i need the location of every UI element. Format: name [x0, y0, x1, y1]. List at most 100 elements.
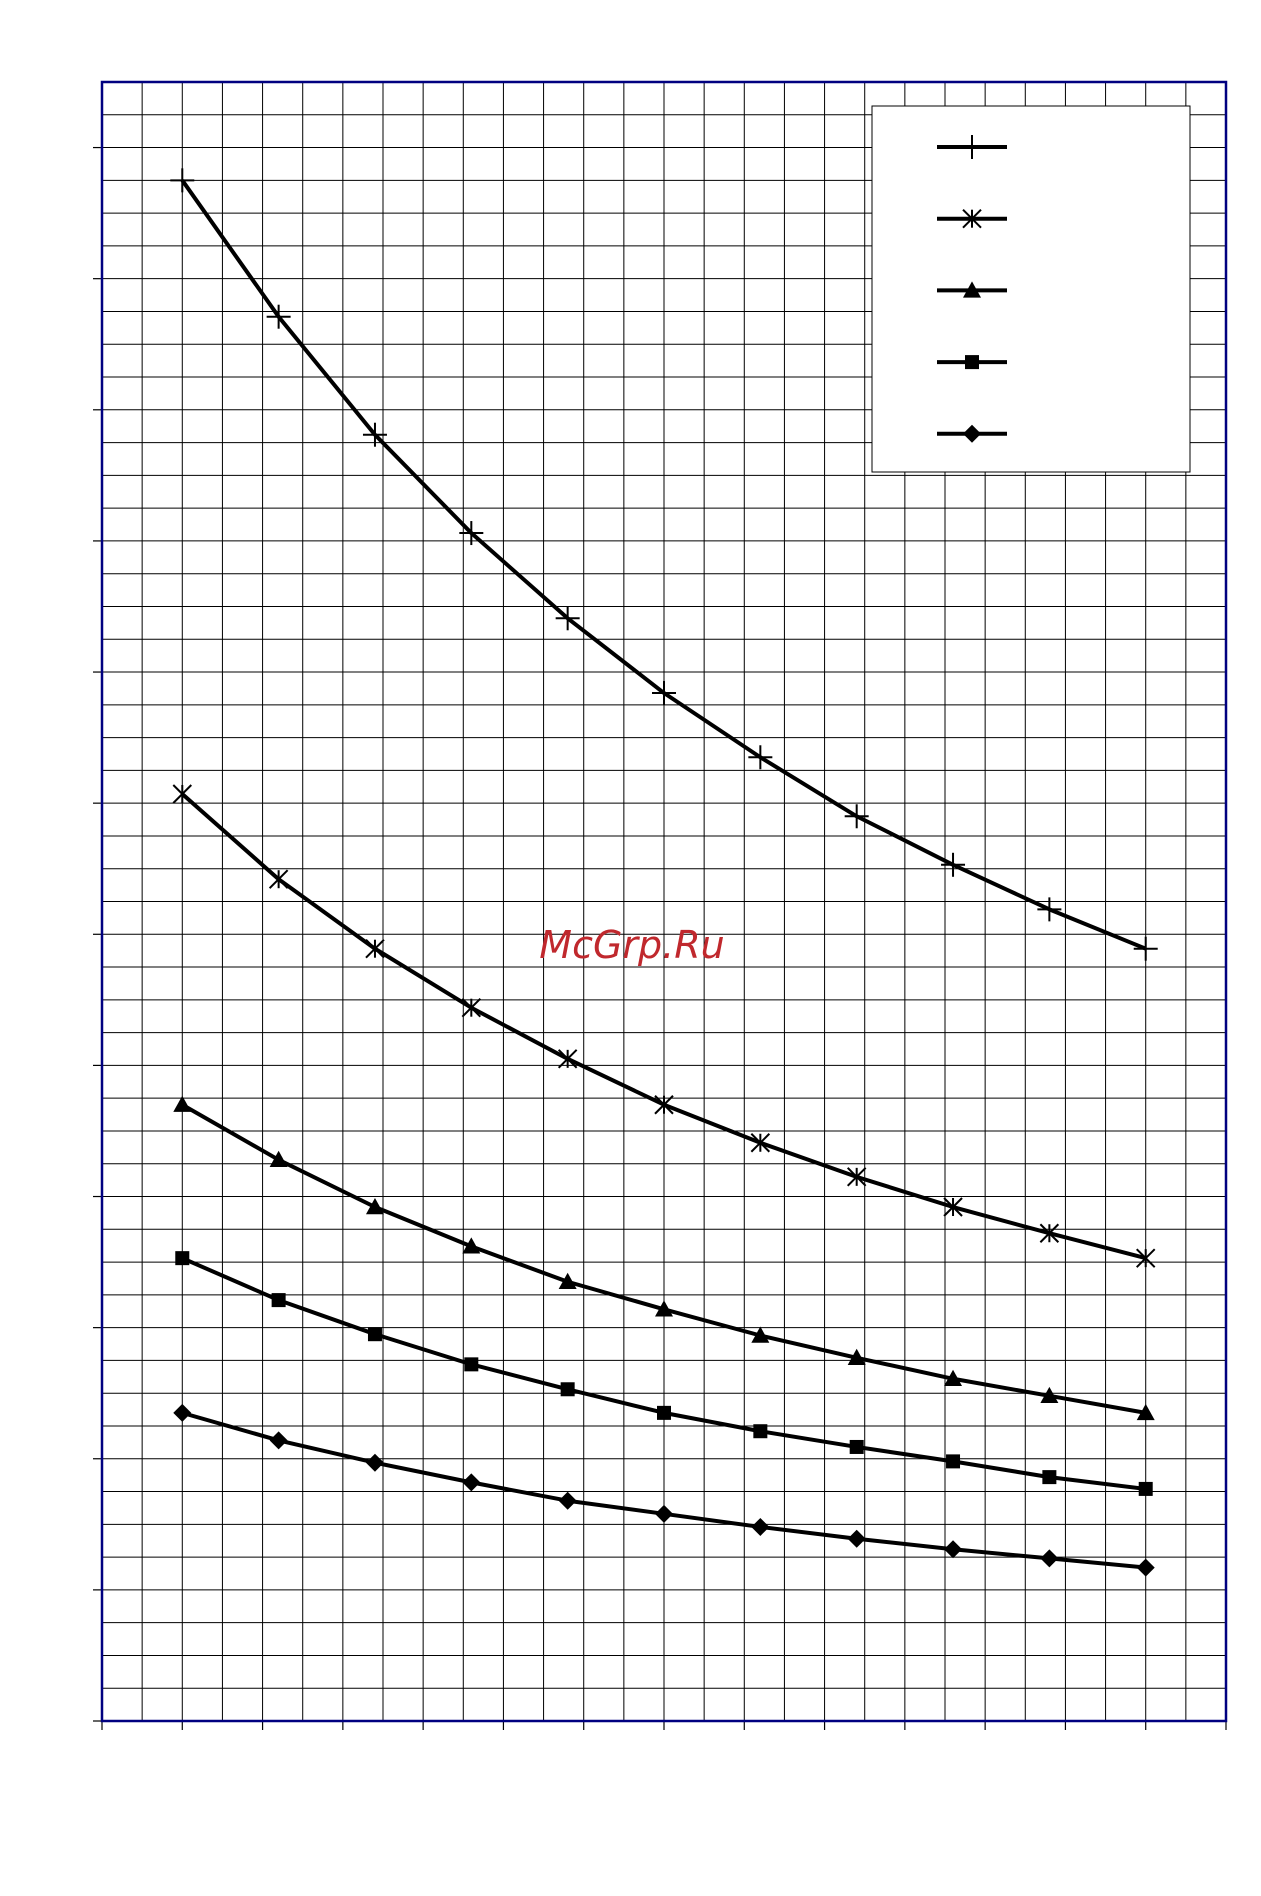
point-marker-part	[946, 1454, 961, 1469]
point-marker	[946, 1454, 961, 1469]
point-marker	[555, 606, 580, 631]
point-marker	[654, 1095, 674, 1115]
point-marker	[269, 1150, 288, 1168]
point-marker-part	[365, 1198, 384, 1215]
point-marker-part	[365, 1453, 384, 1472]
legend-box	[871, 105, 1191, 473]
point-marker	[1133, 936, 1158, 961]
point-marker-part	[558, 1272, 577, 1289]
point-marker	[849, 1439, 864, 1454]
point-marker	[557, 1049, 578, 1069]
plot-frame	[100, 80, 1228, 1723]
point-marker	[558, 1491, 577, 1510]
point-marker-part	[655, 1504, 673, 1523]
point-marker	[750, 1133, 771, 1153]
point-marker	[943, 1197, 963, 1217]
point-marker	[367, 1327, 382, 1342]
point-marker	[753, 1424, 768, 1439]
point-marker-part	[173, 1095, 192, 1112]
point-marker	[751, 1517, 770, 1536]
point-marker-part	[944, 1540, 963, 1559]
point-marker-part	[560, 1382, 575, 1397]
point-marker-part	[847, 1348, 866, 1365]
point-marker	[269, 1431, 288, 1450]
point-marker-part	[173, 1403, 192, 1422]
point-marker-part	[1138, 1481, 1153, 1496]
point-marker	[847, 1529, 866, 1548]
point-marker	[1042, 1470, 1057, 1485]
point-marker	[1138, 1481, 1153, 1496]
legend-marker-part	[963, 281, 981, 298]
legend-marker	[965, 355, 979, 370]
point-marker	[175, 1251, 190, 1266]
point-marker-part	[175, 1251, 190, 1266]
point-marker	[266, 304, 291, 329]
point-marker	[748, 745, 773, 770]
point-marker	[1136, 1403, 1155, 1421]
point-marker-part	[1042, 1470, 1057, 1485]
point-marker	[944, 1540, 963, 1559]
point-marker	[365, 1453, 384, 1472]
point-marker	[652, 681, 676, 706]
point-marker-part	[944, 1369, 963, 1386]
point-marker	[268, 869, 289, 889]
point-marker	[461, 998, 482, 1018]
point-marker	[657, 1405, 671, 1420]
point-marker-part	[462, 1473, 481, 1492]
point-marker-part	[847, 1529, 866, 1548]
point-marker-part	[751, 1326, 770, 1343]
point-marker	[655, 1504, 673, 1523]
point-marker	[1136, 1248, 1156, 1268]
point-marker-part	[849, 1439, 864, 1454]
point-marker	[365, 1198, 384, 1215]
point-marker	[459, 521, 484, 546]
point-marker	[655, 1300, 673, 1317]
legend-marker-part	[963, 424, 981, 443]
point-marker-part	[269, 1150, 288, 1168]
point-marker	[172, 784, 192, 804]
legend-marker	[963, 281, 981, 298]
point-marker	[173, 1095, 192, 1112]
point-marker-part	[1136, 1558, 1155, 1577]
point-marker	[462, 1473, 481, 1492]
point-marker	[1040, 1549, 1059, 1568]
point-marker-part	[753, 1424, 768, 1439]
legend-marker	[963, 424, 981, 443]
point-marker	[1037, 897, 1062, 922]
point-marker-part	[657, 1405, 671, 1420]
point-marker-part	[751, 1517, 770, 1536]
watermark: McGrp.Ru	[539, 923, 724, 967]
point-marker-part	[271, 1293, 286, 1308]
point-marker	[1040, 1386, 1059, 1404]
point-marker-part	[269, 1431, 288, 1450]
point-marker	[464, 1357, 479, 1372]
point-marker-part	[464, 1357, 479, 1372]
point-marker	[844, 804, 869, 829]
point-marker-part	[655, 1300, 673, 1317]
point-marker	[751, 1326, 770, 1343]
point-marker	[944, 1369, 963, 1386]
point-marker-part	[462, 1237, 481, 1254]
point-marker-part	[1136, 1403, 1155, 1421]
point-marker	[365, 938, 385, 959]
point-marker	[1136, 1558, 1155, 1577]
point-marker	[846, 1167, 867, 1187]
point-marker	[170, 168, 195, 193]
point-marker	[1039, 1223, 1060, 1243]
point-marker-part	[1040, 1549, 1059, 1568]
point-marker-part	[367, 1327, 382, 1342]
point-marker	[362, 422, 387, 447]
point-marker	[462, 1237, 481, 1254]
point-marker-part	[558, 1491, 577, 1510]
point-marker	[941, 852, 966, 877]
point-marker	[558, 1272, 577, 1289]
point-marker	[173, 1403, 192, 1422]
legend-marker	[960, 135, 984, 159]
legend-marker	[962, 208, 982, 229]
point-marker	[560, 1382, 575, 1397]
point-marker	[847, 1348, 866, 1365]
legend-marker-part	[965, 355, 979, 370]
point-marker	[271, 1293, 286, 1308]
point-marker-part	[1040, 1386, 1059, 1404]
